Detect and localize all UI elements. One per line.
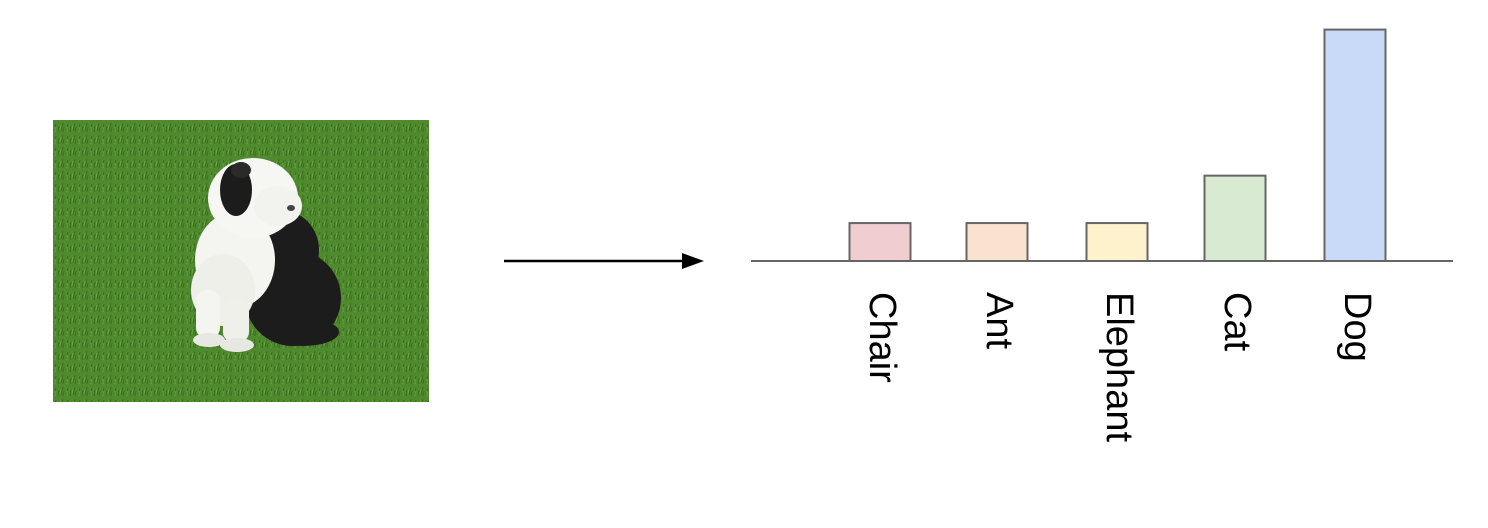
label-dog: Dog (1336, 292, 1378, 362)
arrow-icon (504, 253, 704, 269)
label-ant: Ant (978, 292, 1020, 349)
bars-group (848, 28, 1387, 263)
bar-cat (1203, 174, 1267, 262)
category-labels-group: Chair Ant Elephant Cat Dog (861, 292, 1378, 442)
bar-elephant (1085, 222, 1149, 262)
label-chair: Chair (861, 292, 903, 383)
bar-dog (1323, 28, 1387, 263)
class-score-chart: Chair Ant Elephant Cat Dog (751, 28, 1453, 442)
label-cat: Cat (1216, 292, 1258, 352)
bar-ant (965, 222, 1029, 262)
dog-figure (191, 158, 341, 352)
bar-chair (848, 222, 912, 262)
dog-photo (53, 120, 429, 402)
label-elephant: Elephant (1098, 292, 1140, 442)
